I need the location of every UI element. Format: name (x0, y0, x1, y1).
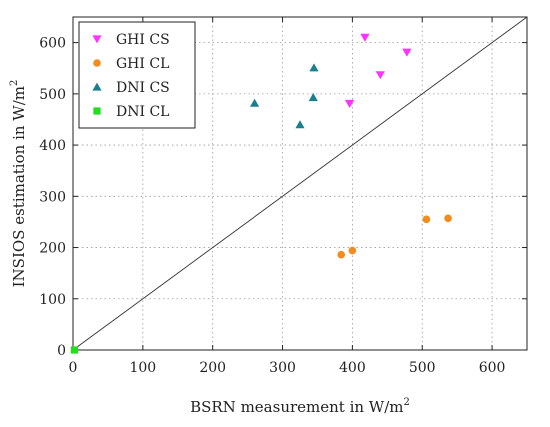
x-tick-label: 500 (409, 360, 436, 376)
point-ghi-cl (337, 250, 346, 259)
data-points (70, 33, 452, 354)
x-tick-label: 100 (129, 360, 156, 376)
legend-label-dni-cl: DNI CL (116, 104, 169, 120)
point-dni-cl (70, 346, 78, 354)
legend-label-ghi-cs: GHI CS (116, 32, 170, 48)
axis-ticks: 0 100 200 300 400 500 600 0 100 200 300 400 500 600 (39, 17, 527, 376)
legend-marker-dni-cl (93, 107, 101, 115)
point-ghi-cs (402, 48, 412, 57)
legend-items: GHI CS GHI CL DNI CS DNI CL (92, 32, 170, 120)
grid-lines (73, 17, 527, 350)
x-tick-label: 400 (339, 360, 366, 376)
legend-marker-ghi-cl (93, 59, 101, 67)
point-dni-cs (295, 120, 305, 129)
point-dni-cs (308, 93, 318, 102)
y-tick-label: 200 (39, 241, 66, 257)
x-tick-label: 200 (199, 360, 226, 376)
legend-marker-dni-cs (92, 82, 102, 91)
point-ghi-cs (375, 71, 385, 80)
y-tick-label: 600 (39, 36, 66, 52)
legend-marker-ghi-cs (92, 35, 102, 44)
y-tick-label: 400 (39, 138, 66, 154)
reference-line (72, 16, 528, 351)
point-ghi-cl (444, 214, 452, 223)
point-ghi-cs (360, 33, 370, 42)
y-tick-label: 0 (57, 343, 66, 359)
x-axis-title: BSRN measurement in W/m2 (190, 397, 410, 416)
x-tick-label: 600 (479, 360, 506, 376)
point-ghi-cl (348, 246, 357, 255)
legend: GHI CS GHI CL DNI CS DNI CL (78, 21, 196, 129)
point-ghi-cl (422, 215, 431, 224)
y-axis-title: INSIOS estimation in W/m2 (9, 80, 28, 288)
x-tick-label: 0 (69, 360, 78, 376)
y-tick-label: 300 (39, 189, 66, 205)
x-tick-label: 300 (269, 360, 296, 376)
point-dni-cs (309, 63, 319, 72)
y-tick-label: 100 (39, 292, 66, 308)
legend-label-ghi-cl: GHI CL (116, 56, 169, 72)
y-tick-label: 500 (39, 87, 66, 103)
point-ghi-cs (344, 99, 355, 108)
legend-label-dni-cs: DNI CS (116, 80, 170, 96)
plot-frame (72, 16, 528, 351)
point-dni-cs (250, 98, 260, 107)
